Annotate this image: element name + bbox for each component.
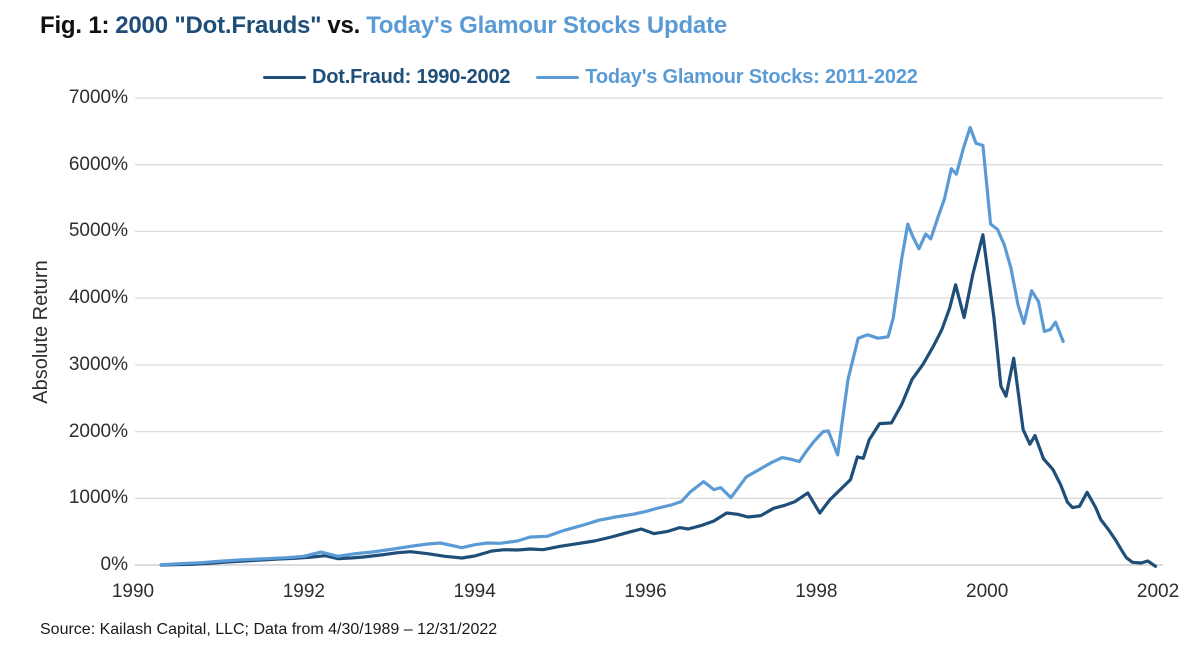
x-tick-label: 1990 xyxy=(111,581,155,602)
y-tick-label: 4000% xyxy=(68,287,128,309)
chart-title: Fig. 1: 2000 "Dot.Frauds" vs. Today's Glamo… xyxy=(40,12,733,40)
y-tick-label: 6000% xyxy=(68,153,128,175)
x-tick-label: 1994 xyxy=(453,581,496,602)
series-line-dotfraud xyxy=(159,233,1158,568)
y-tick-label: 7000% xyxy=(68,87,128,108)
x-tick-label: 1992 xyxy=(282,581,325,602)
legend-line-swatch-navy xyxy=(263,75,306,80)
x-tick-label: 2000 xyxy=(966,581,1009,602)
y-tick-label: 1000% xyxy=(68,487,128,509)
y-tick-label: 2000% xyxy=(68,420,128,442)
legend: Dot.Fraud: 1990-2002 Today's Glamour Sto… xyxy=(263,66,918,89)
y-tick-label: 0% xyxy=(100,554,128,575)
chart-title-dark-segment: 2000 "Dot.Frauds" xyxy=(115,12,322,39)
x-tick-label: 2002 xyxy=(1136,581,1180,602)
chart-title-prefix: Fig. 1: xyxy=(40,12,110,39)
y-axis-title: Absolute Return xyxy=(30,260,52,404)
y-tick-label: 3000% xyxy=(68,353,128,375)
chart-title-vs: vs. xyxy=(327,12,361,39)
gridlines xyxy=(135,97,1163,566)
legend-label-dotfraud: Dot.Fraud: 1990-2002 xyxy=(312,66,511,88)
chart-title-light-segment: Today's Glamour Stocks Update xyxy=(366,12,728,39)
source-note: Source: Kailash Capital, LLC; Data from … xyxy=(40,621,498,638)
y-tick-label: 5000% xyxy=(68,220,128,242)
x-tick-label: 1998 xyxy=(795,581,838,602)
x-tick-label: 1996 xyxy=(624,581,667,602)
legend-line-swatch-lightblue xyxy=(536,75,580,80)
legend-item-dotfraud: Dot.Fraud: 1990-2002 xyxy=(263,66,510,89)
legend-item-glamour: Today's Glamour Stocks: 2011-2022 xyxy=(536,66,918,89)
legend-label-glamour: Today's Glamour Stocks: 2011-2022 xyxy=(585,66,918,88)
series-line-glamour xyxy=(159,125,1065,567)
